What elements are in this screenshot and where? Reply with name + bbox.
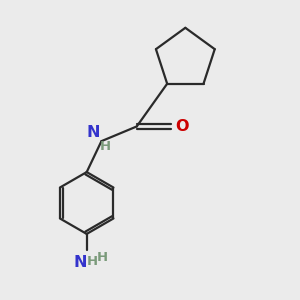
Text: H: H xyxy=(100,140,111,153)
Text: H: H xyxy=(87,254,98,268)
Text: O: O xyxy=(175,119,188,134)
Text: N: N xyxy=(86,125,100,140)
Text: H: H xyxy=(97,251,108,264)
Text: N: N xyxy=(73,254,87,269)
